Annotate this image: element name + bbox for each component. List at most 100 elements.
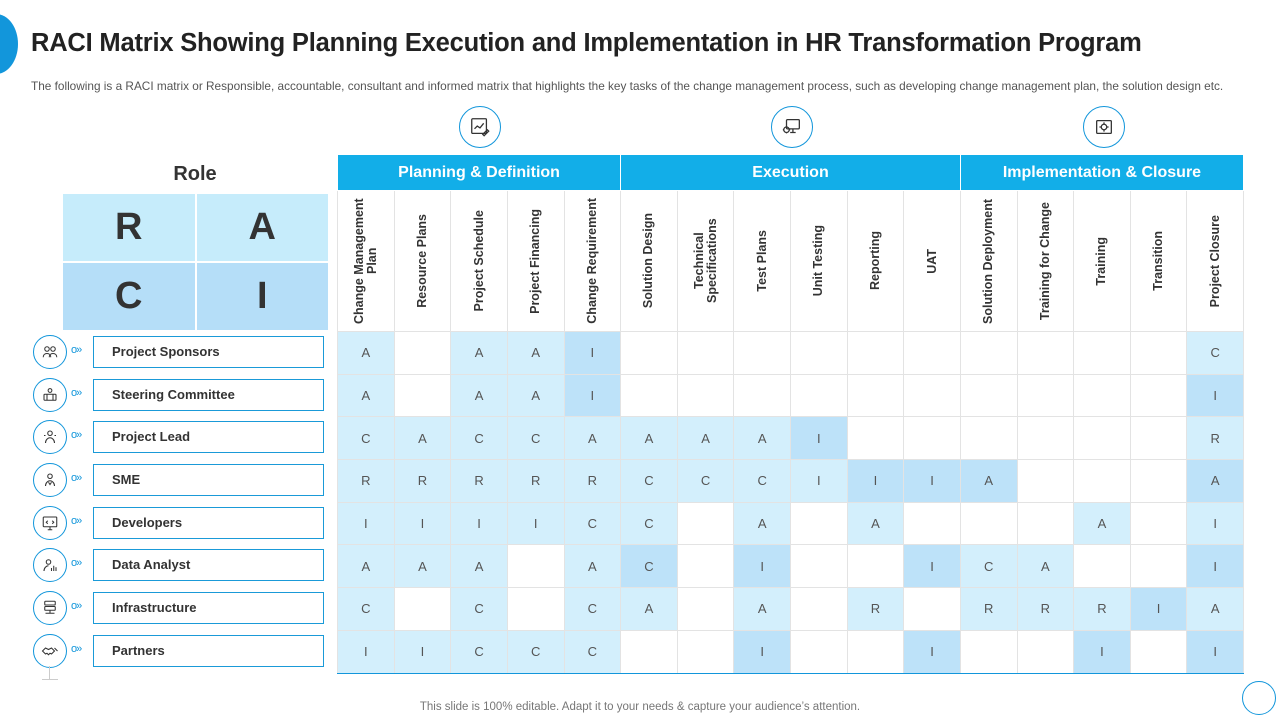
matrix-cell bbox=[676, 544, 735, 589]
matrix-cell: C bbox=[450, 629, 508, 674]
corner-decoration bbox=[0, 14, 18, 74]
raci-letter-a: A bbox=[196, 194, 328, 261]
matrix-cell: C bbox=[563, 629, 622, 674]
matrix-cell bbox=[1129, 331, 1188, 375]
task-header-row: Change Management Plan Resource Plans Proj… bbox=[337, 190, 1244, 332]
task-label: UAT bbox=[924, 248, 939, 274]
footer-note: This slide is 100% editable. Adapt it to… bbox=[419, 701, 861, 713]
task-label: Solution Design bbox=[641, 213, 656, 309]
task-label: Project Schedule bbox=[471, 210, 486, 312]
analyst-icon bbox=[33, 548, 67, 582]
matrix-cell: C bbox=[1186, 331, 1244, 375]
matrix-cell: R bbox=[959, 587, 1018, 631]
matrix-cell: R bbox=[393, 459, 452, 503]
role-name: Project Sponsors bbox=[93, 336, 324, 368]
matrix-cell bbox=[846, 373, 905, 418]
matrix-cell bbox=[1016, 373, 1075, 418]
matrix-cell bbox=[790, 629, 848, 674]
matrix-cell: I bbox=[337, 629, 395, 674]
task-header: Project Closure bbox=[1186, 190, 1244, 332]
matrix-cell bbox=[393, 373, 452, 418]
matrix-cell: C bbox=[337, 416, 395, 461]
matrix-cell: C bbox=[563, 587, 622, 631]
matrix-cell: A bbox=[1016, 544, 1075, 589]
task-header: Change Management Plan bbox=[337, 190, 395, 332]
matrix-cell bbox=[959, 629, 1018, 674]
task-header: Project Schedule bbox=[450, 190, 508, 332]
matrix-cell: I bbox=[1186, 373, 1244, 418]
task-label: Change Management Plan bbox=[351, 198, 379, 324]
implementation-gear-icon bbox=[1083, 106, 1125, 148]
matrix-cell: I bbox=[903, 544, 961, 589]
matrix-cell: C bbox=[563, 501, 622, 546]
matrix-cell bbox=[1129, 459, 1188, 503]
matrix-cell: R bbox=[1186, 416, 1244, 461]
matrix-cell: A bbox=[450, 331, 508, 375]
task-label: Project Closure bbox=[1207, 214, 1222, 308]
task-header: Reporting bbox=[846, 190, 905, 332]
task-label: Change Requirement bbox=[584, 198, 599, 324]
matrix-cell: I bbox=[903, 629, 961, 674]
matrix-cell bbox=[733, 331, 791, 375]
chevron-right-icon: o» bbox=[71, 515, 82, 527]
matrix-cell: A bbox=[506, 373, 565, 418]
task-header: Unit Testing bbox=[790, 190, 848, 332]
chevron-right-icon: o» bbox=[71, 344, 82, 356]
task-header: Technical Specifications bbox=[676, 190, 735, 332]
matrix-cell: I bbox=[506, 501, 565, 546]
task-header: Training bbox=[1073, 190, 1131, 332]
matrix-cell bbox=[676, 629, 735, 674]
role-heading: Role bbox=[173, 163, 217, 185]
matrix-cell: A bbox=[1186, 587, 1244, 631]
expert-icon bbox=[33, 463, 67, 497]
matrix-cell: I bbox=[393, 629, 452, 674]
matrix-cell: C bbox=[450, 587, 508, 631]
matrix-cell: R bbox=[563, 459, 622, 503]
matrix-cell bbox=[790, 373, 848, 418]
matrix-cell: A bbox=[620, 416, 678, 461]
matrix-cell: I bbox=[563, 331, 622, 375]
role-stem bbox=[49, 666, 50, 680]
matrix-cell: A bbox=[450, 373, 508, 418]
matrix-cell: I bbox=[1073, 629, 1131, 674]
task-label: Resource Plans bbox=[414, 214, 429, 308]
matrix-cell: R bbox=[506, 459, 565, 503]
matrix-cell bbox=[846, 416, 905, 461]
matrix-cell: C bbox=[506, 629, 565, 674]
task-label: Reporting bbox=[867, 231, 882, 291]
matrix-cell: I bbox=[1186, 544, 1244, 589]
matrix-cell: A bbox=[337, 544, 395, 589]
matrix-cell bbox=[1129, 501, 1188, 546]
matrix-cell bbox=[620, 373, 678, 418]
matrix-cell bbox=[1016, 331, 1075, 375]
task-header: UAT bbox=[903, 190, 961, 332]
task-header: Change Requirement bbox=[563, 190, 622, 332]
matrix-cell: C bbox=[620, 501, 678, 546]
matrix-cell bbox=[846, 629, 905, 674]
matrix-cell bbox=[676, 501, 735, 546]
chevron-right-icon: o» bbox=[71, 557, 82, 569]
matrix-cell bbox=[1073, 459, 1131, 503]
task-header: Test Plans bbox=[733, 190, 791, 332]
matrix-cell bbox=[676, 331, 735, 375]
matrix-cell: A bbox=[1073, 501, 1131, 546]
matrix-cell: A bbox=[733, 587, 791, 631]
page-subtitle: The following is a RACI matrix or Respon… bbox=[31, 79, 1224, 93]
chevron-right-icon: o» bbox=[71, 643, 82, 655]
matrix-cell bbox=[1016, 629, 1075, 674]
matrix-cell: I bbox=[903, 459, 961, 503]
phase-header: Planning & Definition bbox=[336, 154, 622, 191]
matrix-cell: A bbox=[846, 501, 905, 546]
matrix-cell: I bbox=[733, 544, 791, 589]
matrix-cell bbox=[903, 331, 961, 375]
matrix-cell bbox=[1129, 416, 1188, 461]
task-label: Test Plans bbox=[754, 230, 769, 292]
task-label: Technical Specifications bbox=[691, 218, 719, 304]
matrix-cell: C bbox=[450, 416, 508, 461]
